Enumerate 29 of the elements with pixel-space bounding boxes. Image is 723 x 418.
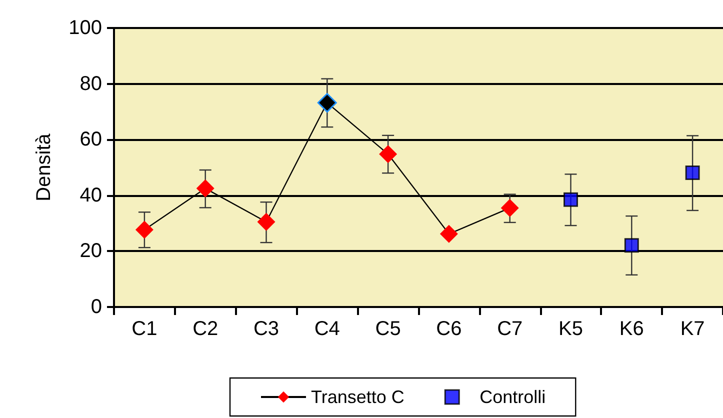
point [379, 145, 398, 164]
y-tick-label: 80 [80, 72, 102, 95]
point [500, 198, 519, 217]
point [624, 238, 639, 253]
x-tick-label: C7 [497, 318, 523, 340]
y-tick-label: 100 [68, 17, 102, 39]
x-tick-label: C2 [192, 318, 218, 340]
x-tick-label: C1 [132, 318, 158, 340]
x-tick-label: C4 [314, 318, 340, 340]
legend-label: Transetto C [311, 387, 404, 407]
legend-label: Controlli [480, 387, 546, 407]
point [564, 192, 578, 207]
y-tick-label: 60 [80, 128, 102, 151]
x-tick-label: C6 [436, 318, 462, 340]
point [196, 179, 214, 198]
point [257, 212, 276, 231]
point [135, 220, 154, 239]
y-axis-title: Densità [33, 132, 55, 202]
point [317, 93, 337, 113]
x-tick-label: K5 [558, 318, 583, 340]
point [440, 224, 458, 243]
x-tick-label: C5 [375, 318, 401, 340]
y-tick-label: 20 [80, 240, 102, 262]
y-tick-label: 40 [80, 184, 102, 206]
y-tick-label: 0 [90, 296, 102, 318]
x-tick-label: K6 [619, 318, 644, 340]
x-tick-label: C3 [253, 318, 280, 340]
x-tick-label: K7 [680, 318, 705, 340]
point [685, 166, 700, 180]
